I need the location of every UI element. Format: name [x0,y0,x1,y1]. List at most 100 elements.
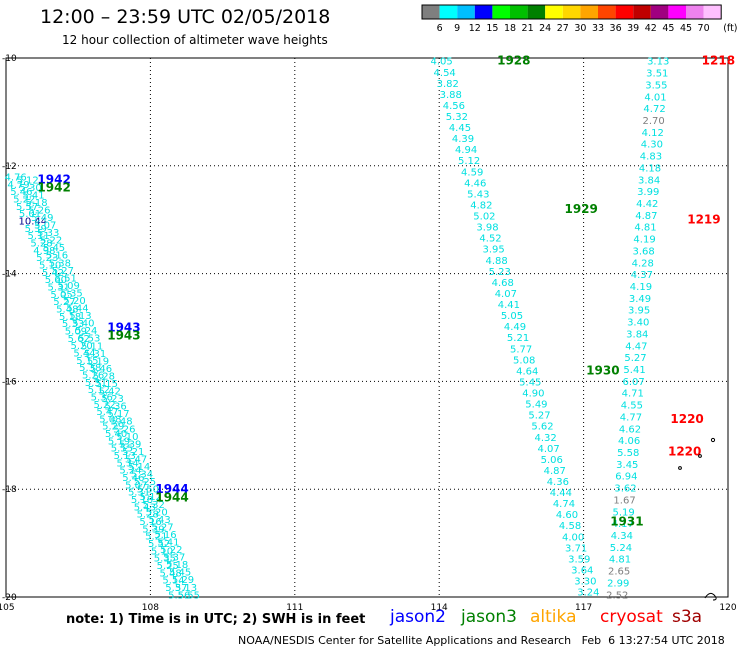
credit-footer: NOAA/NESDIS Center for Satellite Applica… [238,634,725,647]
colorbar-tick: 24 [539,23,551,34]
track-a-value: 3.71 [565,543,587,554]
pass-time-label: 1943 [107,321,140,335]
track-b-value: 4.30 [641,140,663,151]
track-d-value: 5.24 [75,326,97,337]
colorbar-swatch-10 [598,5,616,19]
color-legend: 6 9 12 15 18 21 24 27 30 33 36 39 42 45 45 70 (ft) [421,4,738,34]
track-b-value: 4.18 [639,163,661,174]
track-a-value: 5.08 [513,355,535,366]
track-b-value: 5.27 [624,353,646,364]
track-c-value: 5.40 [105,429,127,440]
track-d-value: 5.13 [69,311,91,322]
track-a-value: 4.59 [461,167,483,178]
track-d-value: 5.50 [137,485,159,496]
track-d-value: 5.23 [102,394,124,405]
track-a-value: 5.45 [519,377,541,388]
track-c-value: 5.57 [16,202,38,213]
pass-time-label: 1220 [668,444,701,458]
track-a-value: 5.05 [501,311,523,322]
track-b-value: 4.01 [644,92,666,103]
track-a-value: 5.02 [473,212,495,223]
track-c-value: 5.46 [122,473,144,484]
track-d-value: 5.11 [81,341,103,352]
pass-time-label: 1931 [610,515,643,529]
colorbar-swatch-2 [457,5,475,19]
track-b-value: 5.58 [617,448,639,459]
track-c-value: 5.36 [91,392,113,403]
track-d-value: 5.13 [175,583,197,594]
colorbar-tick: 15 [486,23,498,34]
track-d-value: 5.51 [55,273,77,284]
track-d-value: 5.18 [166,560,188,571]
lon-label: 105 [0,603,15,613]
track-c-value: 5.21 [145,532,167,543]
track-c-value: 5.20 [71,341,93,352]
colorbar-tick: 6 [437,23,443,34]
track-d-value: 5.38 [49,258,71,269]
track-c-value: 5.31 [128,488,150,499]
track-a-value: 5.43 [467,189,489,200]
track-b-value: 4.42 [636,199,658,210]
track-a-value: 4.52 [479,234,501,245]
colorbar-swatch-0 [422,5,440,19]
satellite-jason3: jason3 [461,607,517,627]
track-a-value: 4.94 [455,145,477,156]
track-d-value: 5.26 [113,424,135,435]
track-d-value: 5.40 [72,319,94,330]
track-d-value: 5.18 [25,198,47,209]
satellite-altika: altika [530,607,577,627]
colorbar-swatch-13 [650,5,669,19]
lat-label: -20 [2,593,17,603]
altimeter-tracks: 4.054.543.823.884.565.324.454.394.945.12… [4,57,669,602]
track-c-value: 5.55 [111,444,133,455]
track-d-value: 5.26 [28,205,50,216]
track-a-value: 5.12 [458,156,480,167]
coastline-islands [678,437,717,601]
track-a-value: 4.87 [544,466,566,477]
track-a-value: 4.41 [498,300,520,311]
colorbar-tick: 70 [698,23,710,34]
track-c-value: 5.56 [168,590,190,601]
pass-time-label: 1942 [37,172,70,186]
track-d-value: 5.20 [63,296,85,307]
track-d-value: 5.48 [110,417,132,428]
track-a-value: 3.98 [476,223,498,234]
track-c-value: 5.62 [68,334,90,345]
colorbar-tick: 12 [469,23,481,34]
track-b-value: 4.06 [618,436,640,447]
track-b-value: 6.07 [623,377,645,388]
colorbar-tick: 39 [627,23,639,34]
track-b-value: 4.72 [643,104,665,115]
track-a-value: 4.58 [559,521,581,532]
track-b-value: 4.55 [621,401,643,412]
track-b-value: 3.45 [616,460,638,471]
track-d-value: 5.45 [43,243,65,254]
track-a-value: 3.88 [440,90,462,101]
track-b-value: 5.41 [623,365,645,376]
colorbar-tick: 42 [645,23,657,34]
track-d-value: 5.10 [116,432,138,443]
track-d-value: 5.47 [125,454,147,465]
track-d-value: 5.14 [128,462,150,473]
track-c-value: 5.39 [25,224,47,235]
track-c-value: 5.15 [76,356,98,367]
track-b-value: 3.51 [646,69,668,80]
track-d-value: 5.36 [104,402,126,413]
track-c-value: 5.18 [131,495,153,506]
colorbar-swatch-11 [615,5,634,19]
track-a-value: 4.90 [522,389,544,400]
track-c-value: 5.07 [125,480,147,491]
lon-label: 114 [431,603,448,613]
track-c-value: 5.42 [42,268,64,279]
pass-time-label: 1220 [670,412,703,426]
track-d-value: 5.30 [19,183,41,194]
track-a-value: 4.32 [534,433,556,444]
track-a-value: 3.95 [482,245,504,256]
track-b-value: 4.19 [630,282,652,293]
track-c-value: 5.37 [165,583,187,594]
lon-label: 111 [286,603,303,613]
track-b-value: 3.49 [629,294,651,305]
track-c-value: 5.12 [88,385,110,396]
track-d-value: 5.27 [52,266,74,277]
track-b-value: 2.70 [643,116,665,127]
